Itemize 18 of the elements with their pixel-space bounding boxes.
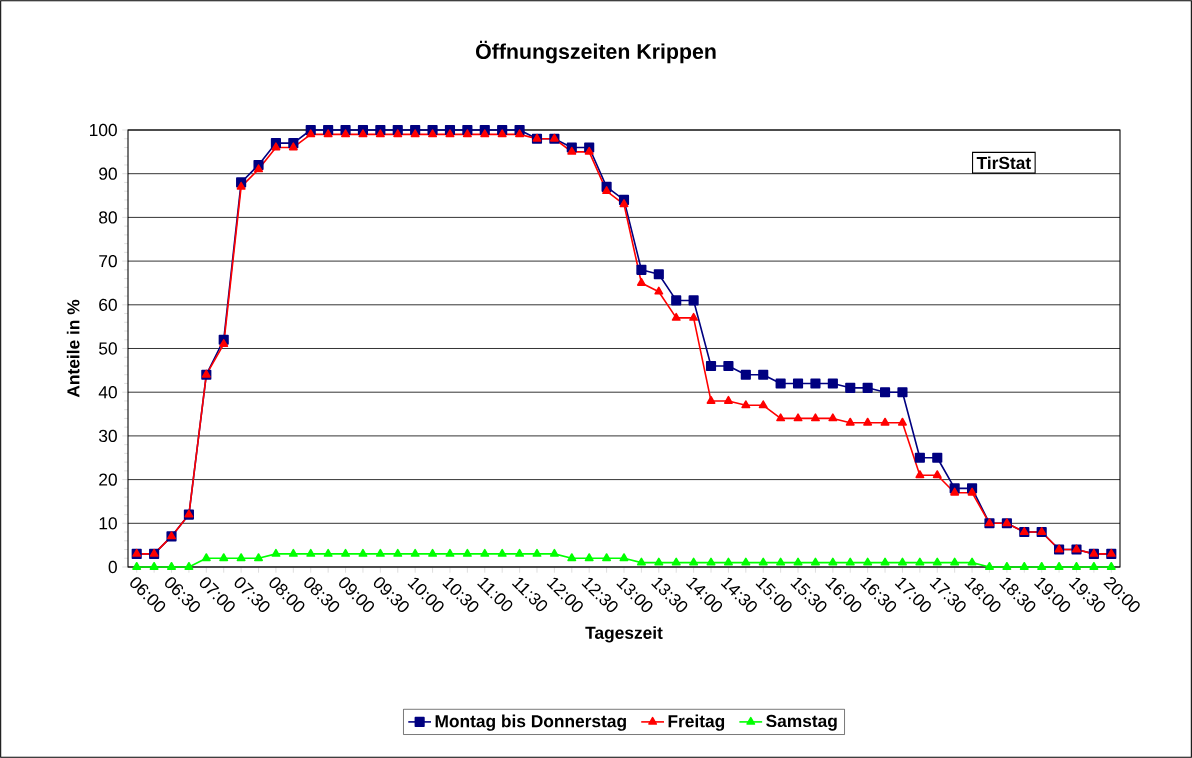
y-tick-label: 80: [99, 211, 117, 224]
legend-label: Montag bis Donnerstag: [435, 714, 626, 731]
legend-label: Freitag: [668, 714, 725, 731]
x-axis-title: Tageszeit: [585, 626, 663, 643]
y-tick-label: 20: [99, 473, 117, 486]
y-tick-label: 40: [98, 386, 117, 399]
y-tick-label: 0: [108, 560, 117, 574]
legend-label: Samstag: [766, 714, 837, 731]
y-tick-label: 30: [98, 429, 117, 443]
y-tick-label: 90: [99, 167, 117, 180]
y-tick-label: 10: [99, 517, 117, 530]
y-tick-label: 70: [99, 254, 117, 268]
y-tick-label: 100: [90, 123, 117, 137]
chart-title: Öffnungszeiten Krippen: [476, 40, 716, 64]
annotation: TirStat: [976, 156, 1031, 170]
y-tick-label: 60: [99, 298, 117, 311]
y-tick-label: 50: [99, 342, 117, 355]
y-axis-title: Anteile in %: [66, 299, 80, 398]
